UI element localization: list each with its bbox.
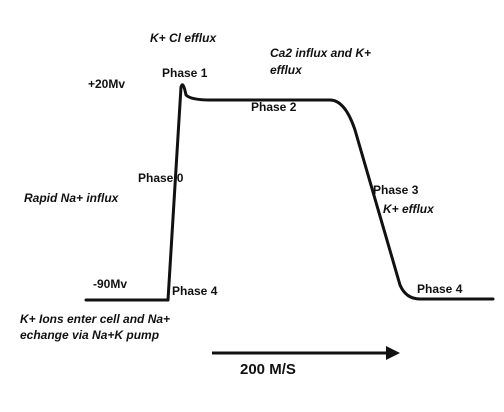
k-efflux-label: K+ efflux [383, 202, 434, 216]
phase1-label: Phase 1 [162, 66, 208, 80]
minus-90mv-label: -90Mv [93, 277, 128, 291]
phase2-label: Phase 2 [251, 100, 297, 114]
phase3-label: Phase 3 [373, 183, 419, 197]
k-cl-efflux-label: K+ Cl efflux [150, 31, 217, 45]
time-arrow-head [386, 346, 400, 360]
phase0-label: Phase 0 [138, 171, 184, 185]
k-ions-label-line1: K+ Ions enter cell and Na+ [20, 312, 171, 326]
k-ions-label-line2: echange via Na+K pump [20, 328, 160, 342]
rapid-na-influx-label: Rapid Na+ influx [24, 191, 119, 205]
time-scale-label: 200 M/S [240, 361, 296, 378]
action-potential-trace [84, 83, 495, 302]
phase4-right-label: Phase 4 [417, 282, 463, 296]
ca-influx-label-line2: efflux [270, 63, 302, 77]
phase4-left-label: Phase 4 [172, 284, 218, 298]
ca-influx-label-line1: Ca2 influx and K+ [270, 46, 372, 60]
plus-20mv-label: +20Mv [88, 77, 126, 91]
